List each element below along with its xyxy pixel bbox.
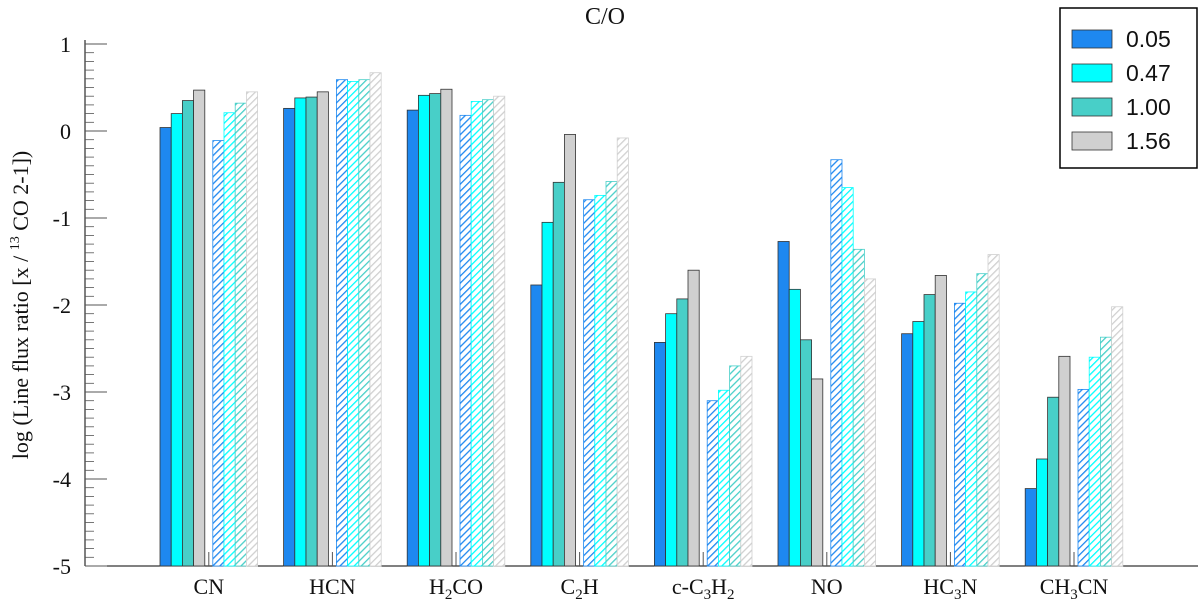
legend: 0.05 0.47 1.00 1.56 — [1059, 7, 1198, 169]
legend-swatch-0-47 — [1071, 63, 1113, 83]
bar-hc3n-hatched-1-00 — [976, 273, 989, 567]
bar-c-c3h2-solid-1-56 — [687, 269, 700, 567]
bar-cn-solid-1-00 — [181, 100, 194, 567]
legend-swatch-0-05 — [1071, 29, 1113, 49]
bar-c-c3h2-hatched-1-56 — [740, 355, 753, 567]
bar-no-hatched-0-47 — [841, 187, 854, 567]
bar-hcn-solid-0-05 — [283, 107, 296, 567]
bar-ch3cn-hatched-1-56 — [1111, 306, 1124, 567]
bar-hcn-solid-0-47 — [294, 97, 307, 567]
bars — [159, 72, 1124, 567]
bar-h2co-hatched-1-56 — [493, 95, 506, 567]
legend-swatch-1-56 — [1071, 131, 1113, 151]
bar-no-hatched-0-05 — [830, 159, 843, 567]
y-tick-label: -1 — [53, 206, 71, 231]
bar-no-hatched-1-00 — [852, 248, 865, 567]
x-tick-label-c2h: C2H — [561, 574, 599, 603]
bar-c2h-solid-1-00 — [552, 181, 565, 567]
bar-h2co-solid-1-56 — [440, 88, 453, 567]
chart-text: -5 -4 -3 -2 -1 0 1 CN HCN H2CO C2H c-C3H2 NO HC3N CH3C… — [8, 4, 1108, 603]
bar-h2co-hatched-1-00 — [481, 99, 494, 567]
bar-cn-hatched-1-00 — [234, 102, 247, 567]
bar-hc3n-hatched-0-47 — [965, 291, 978, 567]
y-tick-label: -2 — [53, 293, 71, 318]
bar-c2h-hatched-0-47 — [594, 194, 607, 567]
bar-ch3cn-solid-1-00 — [1047, 396, 1060, 567]
bar-no-solid-0-05 — [777, 241, 790, 567]
y-tick-label: 1 — [60, 32, 71, 57]
y-tick-label: -3 — [53, 380, 71, 405]
x-tick-label-h2co: H2CO — [429, 574, 483, 603]
bar-no-hatched-1-56 — [864, 278, 877, 567]
x-tick-label-no: NO — [811, 574, 843, 599]
y-tick-label: -4 — [53, 467, 71, 492]
bar-no-solid-0-47 — [788, 288, 801, 567]
legend-label-1-00: 1.00 — [1126, 94, 1171, 120]
bar-cn-solid-0-05 — [159, 127, 172, 567]
bar-ch3cn-hatched-0-05 — [1077, 388, 1090, 567]
legend-swatch-1-00 — [1071, 97, 1113, 117]
bar-c-c3h2-solid-0-47 — [665, 313, 678, 567]
x-tick-label-cn: CN — [194, 574, 225, 599]
legend-label-0-05: 0.05 — [1126, 26, 1171, 52]
bar-c-c3h2-solid-1-00 — [676, 298, 689, 567]
y-tick-label: -5 — [53, 554, 71, 579]
bar-c2h-hatched-0-05 — [583, 199, 596, 567]
bar-hc3n-hatched-1-56 — [987, 254, 1000, 567]
bar-c-c3h2-hatched-1-00 — [729, 365, 742, 567]
bar-hcn-hatched-1-00 — [358, 79, 371, 567]
bar-h2co-solid-0-47 — [417, 94, 430, 567]
bar-cn-solid-0-47 — [170, 113, 183, 567]
bar-h2co-hatched-0-05 — [459, 114, 472, 567]
bar-hcn-solid-1-56 — [316, 91, 329, 567]
bar-hcn-hatched-0-47 — [347, 81, 360, 567]
bar-hc3n-solid-1-56 — [934, 275, 947, 567]
bar-c-c3h2-solid-0-05 — [654, 342, 667, 567]
bar-hc3n-solid-0-47 — [912, 321, 925, 567]
bar-cn-hatched-1-56 — [245, 91, 258, 567]
bar-ch3cn-hatched-1-00 — [1100, 336, 1113, 567]
bar-hc3n-solid-1-00 — [923, 294, 936, 567]
bar-ch3cn-solid-1-56 — [1058, 355, 1071, 567]
bar-hc3n-solid-0-05 — [901, 333, 914, 567]
x-tick-label-hcn: HCN — [309, 574, 356, 599]
bar-cn-hatched-0-47 — [223, 112, 236, 567]
bar-cn-solid-1-56 — [193, 89, 206, 567]
bar-ch3cn-hatched-0-47 — [1088, 356, 1101, 567]
bar-c2h-hatched-1-56 — [616, 137, 629, 567]
bar-c2h-solid-0-05 — [530, 284, 543, 567]
y-tick-label: 0 — [60, 119, 71, 144]
bar-ch3cn-solid-0-05 — [1024, 488, 1037, 567]
bar-c2h-solid-1-56 — [564, 134, 577, 567]
x-tick-label-c-c3h2: c-C3H2 — [672, 574, 735, 603]
chart-title: C/O — [585, 4, 625, 30]
bar-h2co-solid-1-00 — [429, 93, 442, 567]
bar-ch3cn-solid-0-47 — [1036, 458, 1049, 567]
bar-hcn-solid-1-00 — [305, 96, 318, 567]
x-tick-label-hc3n: HC3N — [923, 574, 977, 603]
y-axis-label: log (Line flux ratio [x / 13 CO 2-1]) — [8, 151, 33, 460]
legend-label-1-56: 1.56 — [1126, 128, 1171, 154]
bar-h2co-solid-0-05 — [406, 109, 419, 567]
bar-hcn-hatched-0-05 — [335, 79, 348, 567]
bar-no-solid-1-00 — [800, 339, 813, 567]
bar-cn-hatched-0-05 — [212, 140, 225, 567]
bar-h2co-hatched-0-47 — [470, 101, 483, 567]
bar-c-c3h2-hatched-0-05 — [706, 400, 719, 567]
legend-label-0-47: 0.47 — [1126, 60, 1171, 86]
bar-hcn-hatched-1-56 — [369, 72, 382, 567]
bar-c2h-hatched-1-00 — [605, 181, 618, 567]
bar-no-solid-1-56 — [811, 378, 824, 567]
bar-c-c3h2-hatched-0-47 — [718, 389, 731, 567]
axes — [84, 40, 1198, 567]
bar-c2h-solid-0-47 — [541, 221, 554, 567]
x-tick-label-ch3cn: CH3CN — [1040, 574, 1109, 603]
bar-hc3n-hatched-0-05 — [954, 302, 967, 567]
